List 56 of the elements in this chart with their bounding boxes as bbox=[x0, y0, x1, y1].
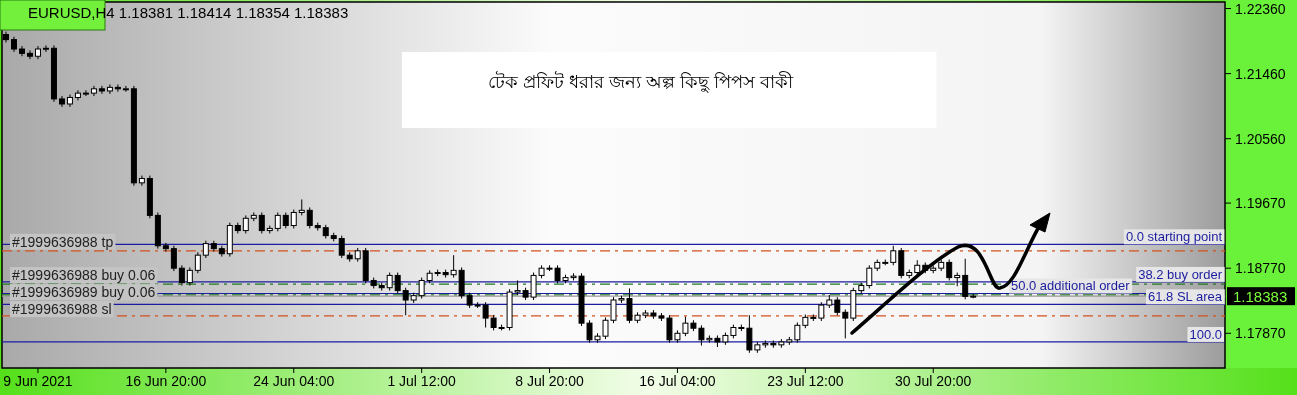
candlestick bbox=[890, 245, 897, 266]
candlestick bbox=[194, 251, 201, 274]
candlestick bbox=[418, 277, 425, 300]
x-tick-label: 30 Jul 20:00 bbox=[895, 373, 972, 389]
ref-line-label: 50.0 additional order bbox=[1010, 278, 1131, 294]
ref-line-label: #1999636988 buy 0.06 bbox=[12, 267, 156, 284]
candlestick bbox=[394, 272, 401, 294]
candlestick bbox=[138, 175, 145, 187]
candlestick bbox=[258, 211, 265, 234]
candlestick bbox=[27, 49, 33, 60]
candlestick bbox=[794, 321, 801, 344]
chart-title: EURUSD,H4 1.18381 1.18414 1.18354 1.18383 bbox=[28, 4, 349, 21]
x-tick-label: 23 Jul 12:00 bbox=[767, 373, 844, 389]
ref-line-label: #1999636988 tp bbox=[12, 233, 114, 250]
ref-line-label: 61.8 SL area bbox=[1148, 289, 1223, 305]
y-tick-label: 1.18770 bbox=[1235, 260, 1286, 277]
candlestick bbox=[386, 272, 393, 292]
candlestick bbox=[946, 259, 953, 281]
x-tick-label: 16 Jul 04:00 bbox=[639, 373, 716, 389]
x-tick-label: 1 Jul 12:00 bbox=[387, 373, 457, 389]
ref-line-label: #1999636989 buy 0.06 bbox=[12, 284, 156, 301]
candlestick bbox=[178, 264, 185, 287]
y-tick-label: 1.20560 bbox=[1235, 130, 1286, 147]
candlestick bbox=[834, 296, 841, 316]
ref-line-label: 38.2 buy order bbox=[1138, 266, 1223, 282]
candlestick bbox=[338, 235, 345, 259]
y-tick-label: 1.17870 bbox=[1235, 325, 1286, 342]
candlestick bbox=[290, 209, 297, 229]
candlestick bbox=[42, 44, 49, 53]
ref-line-label: 1.18383 bbox=[1233, 288, 1288, 306]
y-tick-label: 1.19670 bbox=[1235, 195, 1286, 212]
candlestick bbox=[962, 258, 969, 300]
candlestick bbox=[106, 83, 113, 95]
candlestick bbox=[274, 211, 281, 232]
candlestick bbox=[306, 206, 313, 229]
candlestick bbox=[242, 214, 249, 234]
ref-line-label: 0.0 starting point bbox=[1125, 229, 1223, 245]
x-tick-label: 9 Jun 2021 bbox=[3, 373, 73, 389]
candlestick bbox=[98, 85, 105, 95]
x-tick-label: 8 Jul 20:00 bbox=[515, 373, 585, 389]
annotation: টেক প্রফিট ধরার জন্য অল্প কিছু পিপস বাকী bbox=[487, 71, 794, 93]
candlestick bbox=[122, 85, 129, 93]
ref-line-label: #1999636988 sl bbox=[12, 301, 112, 318]
y-tick-label: 1.22360 bbox=[1235, 0, 1286, 17]
candlestick bbox=[842, 308, 849, 339]
candlestick bbox=[402, 287, 409, 316]
x-tick-label: 24 Jun 04:00 bbox=[253, 373, 335, 389]
candlestick bbox=[818, 301, 825, 322]
x-tick-label: 16 Jun 20:00 bbox=[125, 373, 207, 389]
candlestick bbox=[170, 245, 177, 272]
candlestick bbox=[162, 242, 169, 253]
annotation: 100.0 bbox=[1189, 326, 1222, 342]
y-tick-label: 1.21460 bbox=[1235, 65, 1286, 82]
candlestick bbox=[866, 264, 873, 289]
candlestick bbox=[186, 266, 193, 287]
candlestick bbox=[82, 89, 89, 97]
